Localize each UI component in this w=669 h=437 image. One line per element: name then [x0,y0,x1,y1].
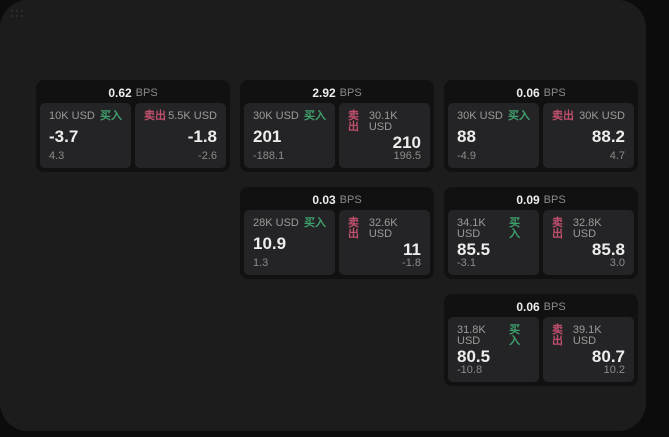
buy-side-label: 买入 [100,110,122,122]
buy-sub-value: -4.9 [457,150,476,162]
sell-panel[interactable]: 卖出 5.5K USD -1.8 -2.6 [135,103,226,168]
quote-body: 34.1K USD 买入 85.5 -3.1 卖出 32.8K USD 85.8… [448,210,634,275]
bps-header: 0.06 BPS [448,297,634,317]
sell-sub-value: 196.5 [393,150,421,162]
sell-side-label: 卖出 [552,110,574,122]
buy-side-label: 买入 [304,217,326,229]
bps-value: 2.92 [312,86,336,100]
buy-panel[interactable]: 10K USD 买入 -3.7 4.3 [40,103,131,168]
bps-value: 0.62 [108,86,132,100]
sell-price: 11 [403,239,421,259]
sell-size-label: 32.6K USD [368,217,398,240]
buy-side-label: 买入 [304,110,326,122]
buy-side-label: 买入 [508,110,530,122]
quote-body: 30K USD 买入 88 -4.9 卖出 30K USD 88.2 4.7 [448,103,634,168]
sell-price: 88.2 [591,127,625,146]
buy-size-label: 10K USD [49,110,95,122]
bps-header: 0.03 BPS [244,190,430,210]
bps-value: 0.06 [516,86,540,100]
sell-sub-value: 4.7 [609,150,625,162]
quote-body: 31.8K USD 买入 80.5 -10.8 卖出 39.1K USD 80.… [448,317,634,382]
buy-panel[interactable]: 30K USD 买入 88 -4.9 [448,103,539,168]
buy-price: -3.7 [49,127,79,146]
bps-card[interactable]: 0.09 BPS 34.1K USD 买入 85.5 -3.1 卖出 32.8K… [444,187,638,279]
sell-sub-value: -2.6 [198,150,217,162]
sell-price: 80.7 [591,346,625,366]
sell-panel[interactable]: 卖出 30.1K USD 210 196.5 [339,103,430,168]
buy-panel[interactable]: 28K USD 买入 10.9 1.3 [244,210,335,275]
sell-size-label: 30.1K USD [368,110,398,133]
buy-sub-value: -10.8 [457,364,483,376]
bps-unit-label: BPS [339,193,362,206]
bps-card[interactable]: 2.92 BPS 30K USD 买入 201 -188.1 卖出 30.1K … [240,80,434,172]
bps-card[interactable]: 0.06 BPS 30K USD 买入 88 -4.9 卖出 30K USD [444,80,638,172]
buy-price: 88 [457,127,476,146]
sell-side-label: 卖出 [552,217,563,240]
sell-size-label: 39.1K USD [572,324,602,347]
quote-body: 10K USD 买入 -3.7 4.3 卖出 5.5K USD -1.8 -2.… [40,103,226,168]
buy-size-label: 34.1K USD [457,217,486,240]
buy-size-label: 30K USD [457,110,503,122]
quote-body: 28K USD 买入 10.9 1.3 卖出 32.6K USD 11 -1.8 [244,210,430,275]
bps-card[interactable]: 0.03 BPS 28K USD 买入 10.9 1.3 卖出 32.6K US… [240,187,434,279]
bps-value: 0.03 [312,193,336,207]
drag-handle-icon[interactable] [10,9,24,18]
bps-header: 0.62 BPS [40,83,226,103]
bps-unit-label: BPS [543,193,566,206]
sell-size-label: 32.8K USD [572,217,602,240]
buy-size-label: 28K USD [253,217,299,229]
buy-size-label: 30K USD [253,110,299,122]
bps-header: 0.06 BPS [448,83,634,103]
bps-unit-label: BPS [543,300,566,313]
bps-header: 0.09 BPS [448,190,634,210]
bps-unit-label: BPS [543,86,566,99]
sell-side-label: 卖出 [144,110,166,122]
buy-side-label: 买入 [509,324,521,347]
sell-side-label: 卖出 [552,324,563,347]
sell-price: -1.8 [187,127,217,146]
sell-price: 210 [392,132,421,152]
buy-side-label: 买入 [509,217,521,240]
quote-body: 30K USD 买入 201 -188.1 卖出 30.1K USD 210 1… [244,103,430,168]
sell-panel[interactable]: 卖出 32.6K USD 11 -1.8 [339,210,430,275]
bps-value: 0.09 [516,193,540,207]
sell-side-label: 卖出 [348,110,359,133]
widget-panel: 0.62 BPS 10K USD 买入 -3.7 4.3 卖出 5.5K USD [0,0,646,431]
bps-unit-label: BPS [135,86,158,99]
buy-price: 10.9 [253,234,287,253]
sell-sub-value: 3.0 [609,257,625,269]
buy-panel[interactable]: 30K USD 买入 201 -188.1 [244,103,335,168]
bps-card[interactable]: 0.06 BPS 31.8K USD 买入 80.5 -10.8 卖出 39.1… [444,294,638,386]
buy-panel[interactable]: 34.1K USD 买入 85.5 -3.1 [448,210,539,275]
bps-value: 0.06 [516,300,540,314]
sell-size-label: 5.5K USD [168,110,217,122]
buy-panel[interactable]: 31.8K USD 买入 80.5 -10.8 [448,317,539,382]
buy-sub-value: 4.3 [49,150,65,162]
bps-header: 2.92 BPS [244,83,430,103]
bps-card-grid: 0.62 BPS 10K USD 买入 -3.7 4.3 卖出 5.5K USD [36,80,638,386]
buy-price: 80.5 [457,346,491,366]
buy-sub-value: 1.3 [253,257,269,269]
sell-sub-value: -1.8 [402,257,421,269]
sell-size-label: 30K USD [579,110,625,122]
sell-price: 85.8 [591,239,625,259]
sell-panel[interactable]: 卖出 32.8K USD 85.8 3.0 [543,210,634,275]
sell-panel[interactable]: 卖出 30K USD 88.2 4.7 [543,103,634,168]
sell-side-label: 卖出 [348,217,359,240]
bps-unit-label: BPS [339,86,362,99]
buy-sub-value: -3.1 [457,257,476,269]
buy-price: 201 [253,127,282,146]
bps-card[interactable]: 0.62 BPS 10K USD 买入 -3.7 4.3 卖出 5.5K USD [36,80,230,172]
buy-size-label: 31.8K USD [457,324,486,347]
sell-panel[interactable]: 卖出 39.1K USD 80.7 10.2 [543,317,634,382]
sell-sub-value: 10.2 [603,364,625,376]
buy-sub-value: -188.1 [253,150,285,162]
buy-price: 85.5 [457,239,491,259]
